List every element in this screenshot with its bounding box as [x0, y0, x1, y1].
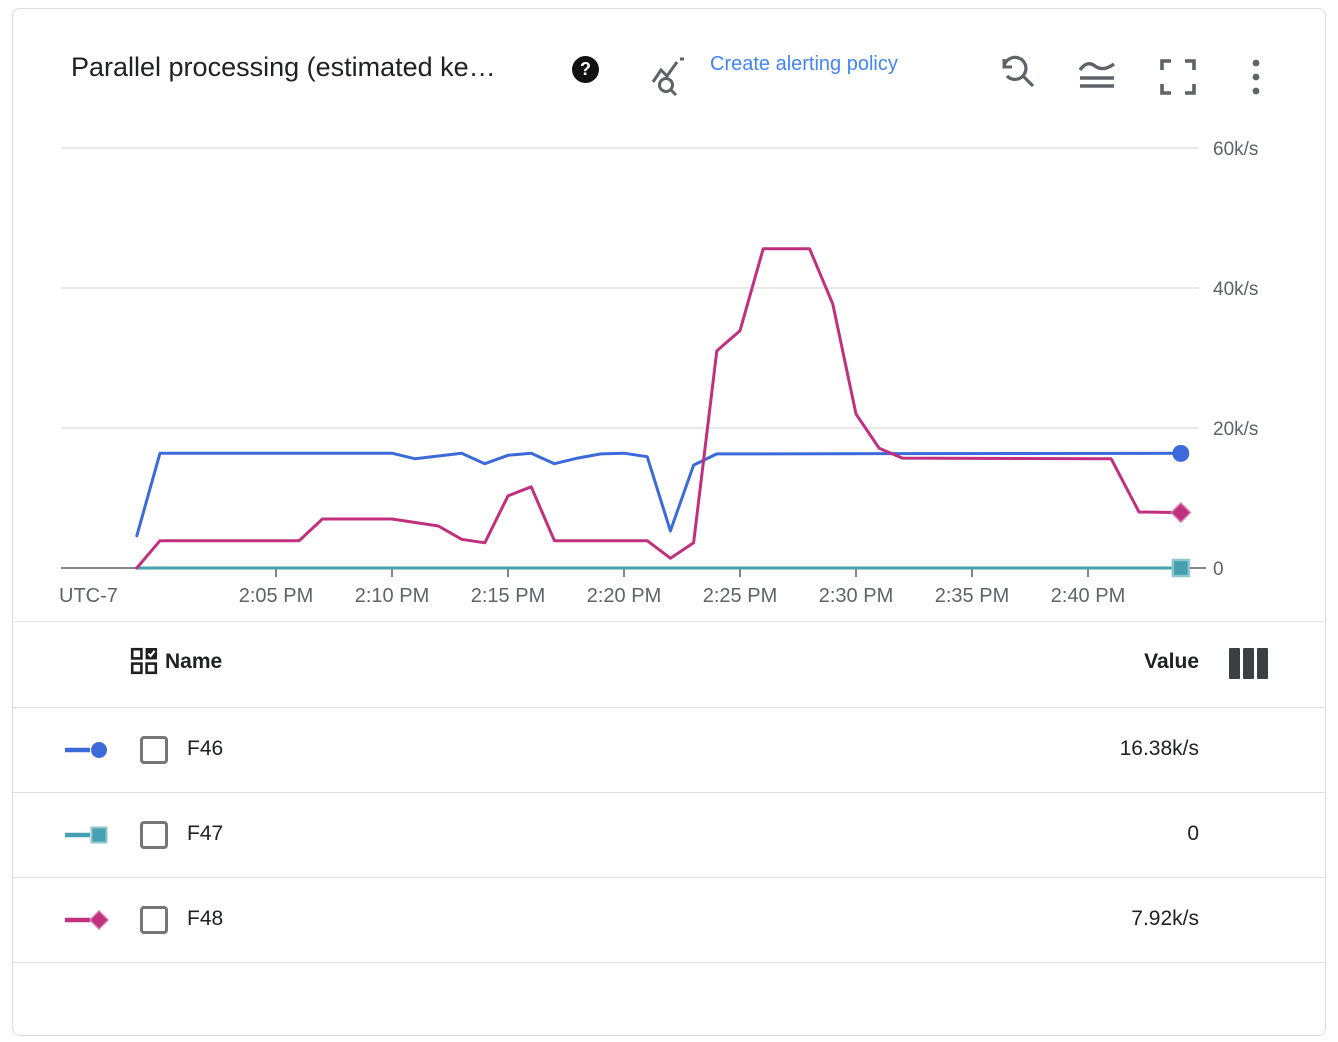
series-marker-F46: [1172, 444, 1190, 462]
y-axis-label: 40k/s: [1213, 279, 1258, 300]
row-name-label: F46: [187, 737, 224, 760]
zoom-reset-icon[interactable]: [995, 49, 1039, 98]
legend-row-F47[interactable]: F47 0: [13, 792, 1325, 877]
legend-name-header: Name: [165, 650, 223, 673]
legend-value-header: Value: [1144, 650, 1199, 673]
x-axis-label: 2:05 PM: [239, 585, 313, 607]
row-name-label: F47: [187, 822, 224, 845]
x-axis-label: 2:20 PM: [587, 585, 661, 607]
more-options-icon[interactable]: [1249, 57, 1263, 102]
y-axis-label: 0: [1213, 559, 1224, 580]
explore-chart-icon[interactable]: [649, 56, 691, 103]
x-axis-label: 2:40 PM: [1051, 585, 1125, 607]
series-swatch-F48: [65, 909, 110, 931]
legend-row-F48[interactable]: F48 7.92k/s: [13, 877, 1325, 963]
x-axis-label: 2:35 PM: [935, 585, 1009, 607]
series-marker-F47: [1171, 558, 1191, 578]
legend-row-F46[interactable]: F46 16.38k/s: [13, 707, 1325, 792]
series-marker-F48: [1170, 501, 1192, 524]
legend-header: Name Value: [13, 621, 1325, 708]
x-axis-label: 2:10 PM: [355, 585, 429, 607]
columns-icon[interactable]: [1229, 648, 1269, 679]
series-swatch-F46: [65, 742, 107, 758]
row-value-label: 16.38k/s: [1119, 737, 1199, 760]
chart-card: 0 20k/s 40k/s 60k/s 2:05 PM 2:10 PM 2:15 PM 2:2…: [12, 8, 1326, 1036]
x-axis-label: 2:15 PM: [471, 585, 545, 607]
series-swatch-F47: [65, 826, 108, 844]
y-axis-label: 20k/s: [1213, 419, 1258, 440]
row-value-label: 0: [1187, 822, 1199, 845]
series-line-F48: [135, 247, 1183, 570]
toggle-legend-icon[interactable]: [1076, 58, 1118, 101]
x-axis-label: 2:30 PM: [819, 585, 893, 607]
create-alerting-policy-link[interactable]: Create alerting policy: [710, 53, 898, 75]
row-checkbox-F47[interactable]: [140, 821, 168, 849]
chart-plot[interactable]: 0 20k/s 40k/s 60k/s 2:05 PM 2:10 PM 2:15 PM 2:2…: [13, 9, 1325, 621]
chart-title: Parallel processing (estimated ke…: [71, 52, 496, 82]
help-icon[interactable]: ?: [572, 56, 599, 83]
row-checkbox-F46[interactable]: [140, 736, 168, 764]
timezone-label: UTC-7: [59, 585, 118, 607]
row-checkbox-F48[interactable]: [140, 906, 168, 934]
row-value-label: 7.92k/s: [1131, 907, 1199, 930]
x-axis-label: 2:25 PM: [703, 585, 777, 607]
row-name-label: F48: [187, 907, 224, 930]
y-axis-label: 60k/s: [1213, 139, 1258, 160]
legend-rows: F46 16.38k/s F47 0 F48 7.92k/s: [13, 707, 1325, 963]
series-line-F46: [135, 451, 1183, 538]
fullscreen-icon[interactable]: [1160, 59, 1196, 100]
select-all-checkbox-icon[interactable]: [130, 647, 158, 675]
